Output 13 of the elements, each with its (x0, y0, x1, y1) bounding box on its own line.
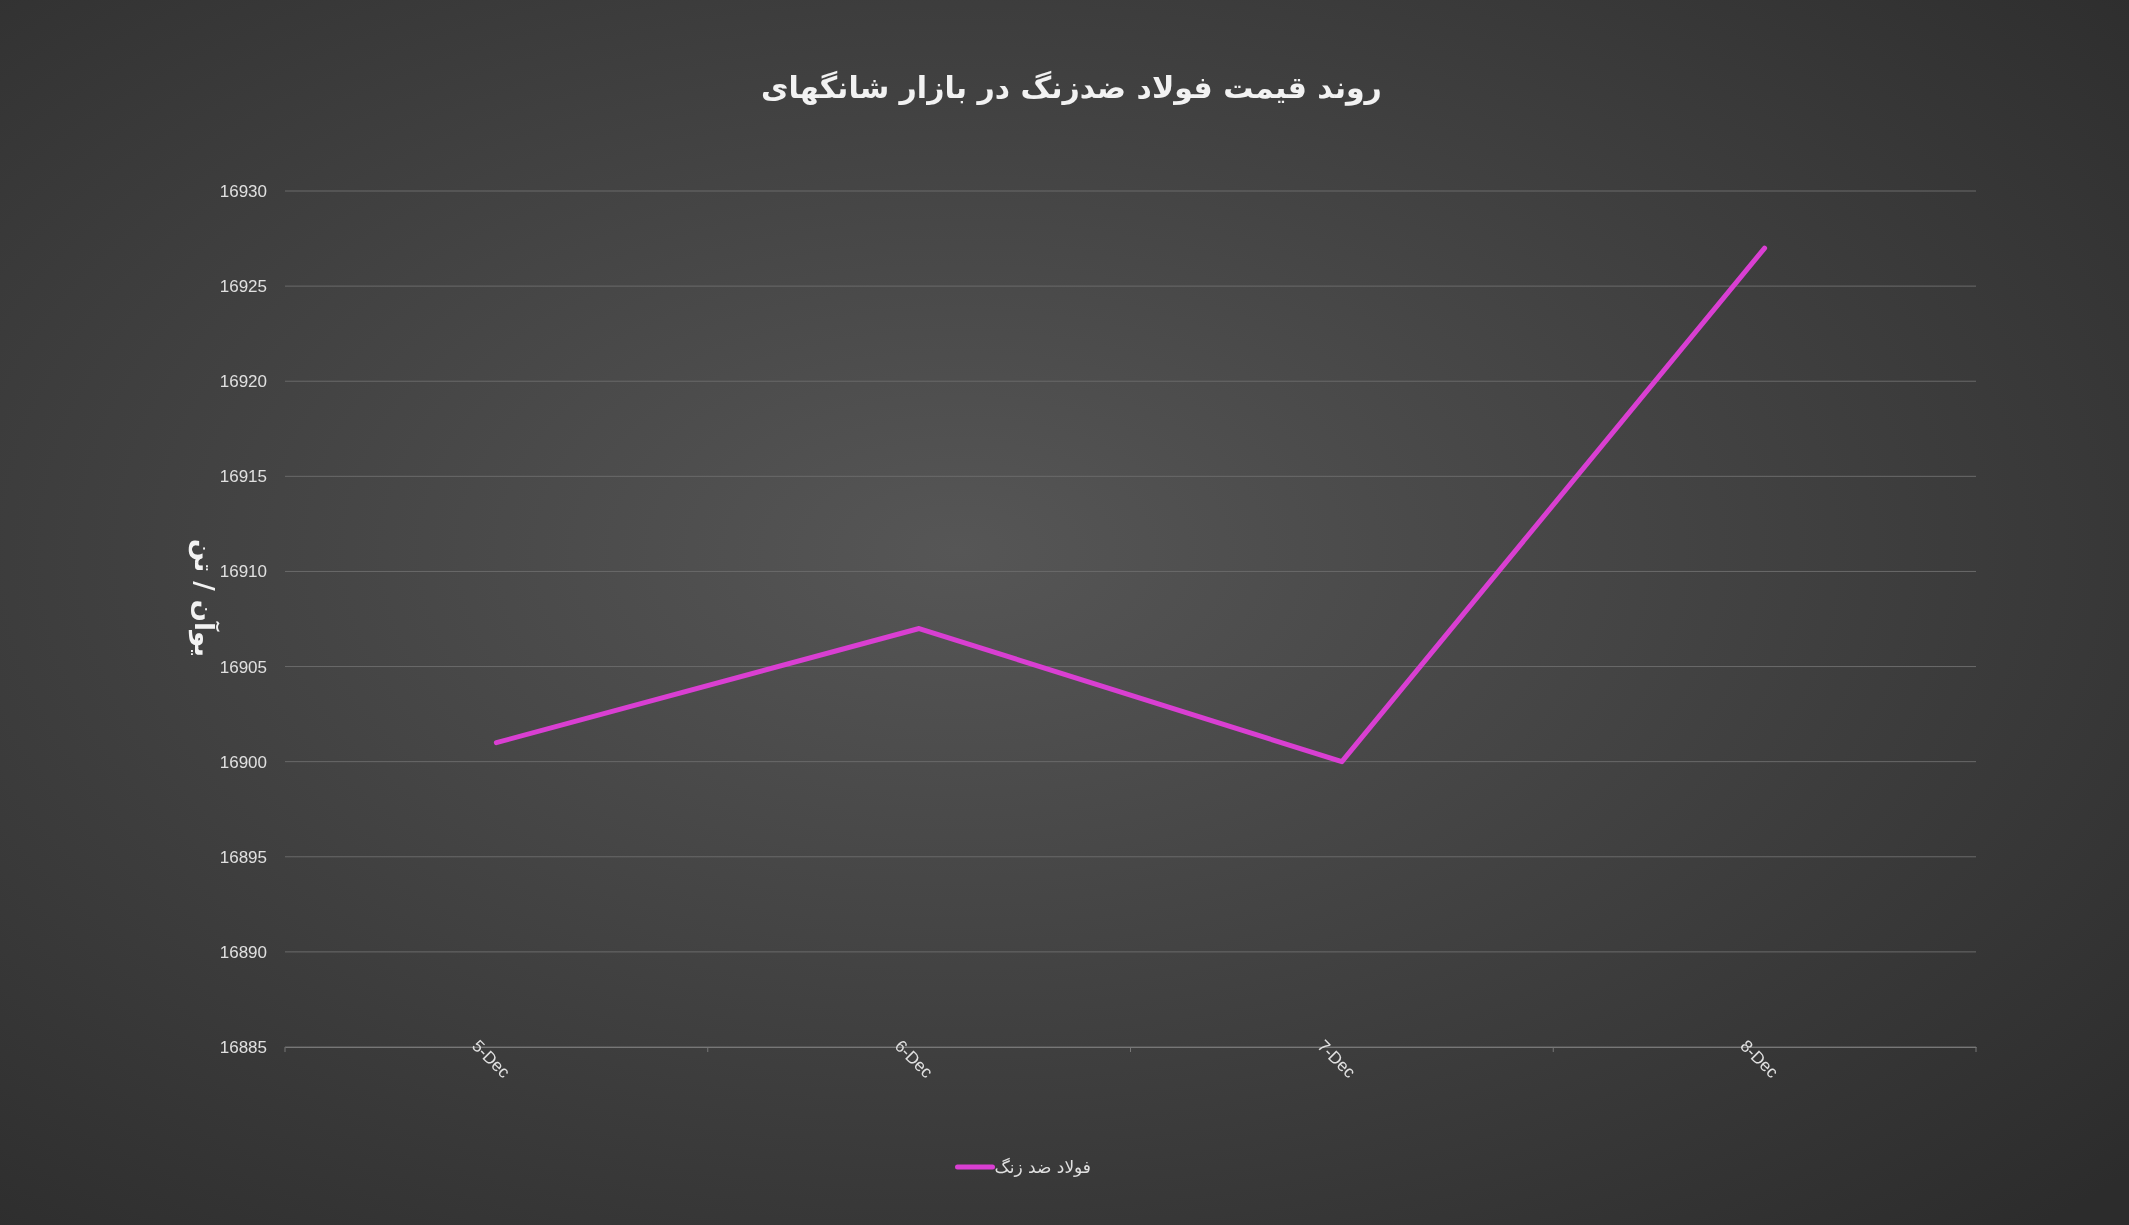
y-tick-label: 16890 (219, 942, 267, 962)
y-tick-label: 16895 (219, 847, 267, 867)
y-tick-label: 16920 (219, 372, 267, 392)
y-tick-label: 16930 (219, 181, 267, 201)
y-tick-label: 16915 (219, 467, 267, 487)
y-tick-label: 16900 (219, 752, 267, 772)
y-tick-label: 16925 (219, 277, 267, 297)
y-axis-title: یوآن / تن (188, 539, 220, 657)
chart-title: روند قیمت فولاد ضدزنگ در بازار شانگهای (761, 70, 1382, 106)
y-tick-label: 16910 (219, 562, 267, 582)
y-tick-label: 16905 (219, 657, 267, 677)
legend-label: فولاد ضد زنگ (994, 1157, 1091, 1177)
y-tick-label: 16885 (219, 1037, 267, 1057)
